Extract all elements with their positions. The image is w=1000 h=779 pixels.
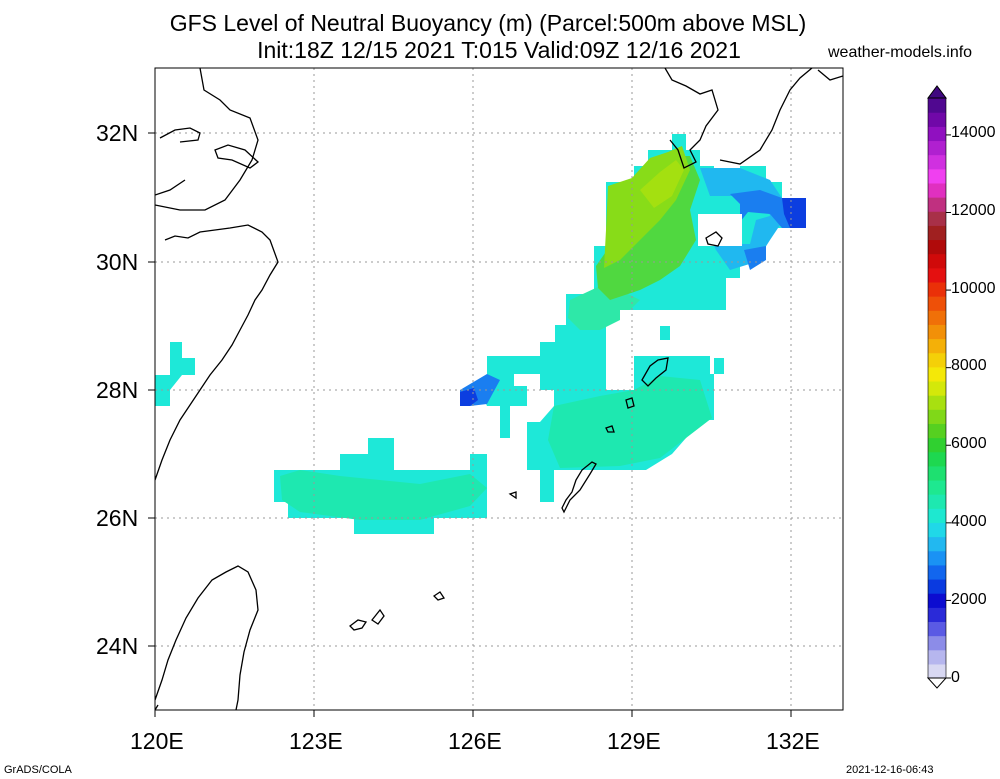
footer-credit: GrADS/COLA: [4, 764, 72, 776]
colorbar-segment: [928, 508, 946, 523]
colorbar-label-2000: 2000: [951, 591, 987, 608]
colorbar-segment: [928, 366, 946, 382]
lat-label-26n: 26N: [96, 505, 139, 531]
field-blue-patch: [744, 246, 766, 270]
colorbar-segment: [928, 154, 946, 170]
colorbar-segment: [928, 649, 946, 665]
colorbar-segment: [928, 564, 946, 580]
lon-label-120e: 120E: [130, 728, 184, 754]
buoyancy-field: [155, 134, 806, 534]
colorbar-segment: [928, 338, 946, 354]
colorbar-label-0: 0: [951, 669, 960, 686]
field-aquagreen-east: [548, 376, 712, 468]
graticule: [155, 68, 843, 710]
colorbar-label-14000: 14000: [951, 124, 996, 141]
coast-taiwan: [155, 565, 259, 710]
colorbar-segment: [928, 578, 946, 594]
colorbar-segment: [928, 324, 946, 340]
field-patch-west: [155, 342, 195, 406]
colorbar-segment: [928, 522, 946, 538]
colorbar-segment: [928, 168, 946, 184]
lat-label-32n: 32N: [96, 120, 139, 146]
lat-label-28n: 28N: [96, 377, 139, 403]
colorbar-segment: [928, 253, 946, 269]
lon-label-129e: 129E: [607, 728, 661, 754]
colorbar-segment: [928, 352, 946, 368]
colorbar-segment: [928, 267, 946, 283]
colorbar-bottom-arrow: [926, 677, 948, 689]
colorbar-segment: [928, 409, 946, 424]
colorbar: [926, 85, 951, 689]
colorbar-segment: [928, 465, 946, 481]
field-aquagreen-zone: [280, 470, 487, 520]
colorbar-segment: [928, 593, 946, 608]
colorbar-segment: [928, 296, 946, 311]
colorbar-segment: [928, 98, 946, 113]
coast-yangtze: [214, 144, 260, 169]
colorbar-segment: [928, 451, 946, 467]
colorbar-segment: [928, 239, 946, 255]
lon-label-126e: 126E: [448, 728, 502, 754]
field-lime-peak: [640, 160, 684, 208]
coast-ishigaki: [349, 608, 385, 631]
map-title-line2: Init:18Z 12/15 2021 T:015 Valid:09Z 12/1…: [257, 37, 741, 63]
colorbar-label-6000: 6000: [951, 435, 987, 452]
colorbar-label-4000: 4000: [951, 513, 987, 530]
colorbar-top-arrow: [927, 85, 947, 99]
field-hole-b: [606, 356, 634, 390]
colorbar-segment: [928, 182, 946, 198]
coast-tanegashima: [705, 231, 723, 247]
lon-label-123e: 123E: [289, 728, 343, 754]
colorbar-segment: [928, 494, 946, 509]
field-darkblue-east: [782, 198, 806, 228]
plot-frame: [154, 67, 844, 711]
site-credit: weather-models.info: [828, 44, 973, 61]
colorbar-segment: [928, 395, 946, 410]
colorbar-segment: [928, 197, 946, 212]
field-hole-d: [660, 310, 710, 326]
lon-label-132e: 132E: [766, 728, 820, 754]
colorbar-label-8000: 8000: [951, 357, 987, 374]
coast-small-isle: [508, 491, 517, 500]
lat-label-30n: 30N: [96, 249, 139, 275]
coast-okinawa: [561, 461, 597, 514]
colorbar-segment: [928, 423, 946, 439]
colorbar-segment: [928, 126, 946, 142]
footer-timestamp: 2021-12-16-06:43: [846, 764, 934, 776]
axis-ticks: [148, 132, 792, 717]
coast-kyushu: [664, 68, 843, 169]
colorbar-segment: [928, 112, 946, 127]
colorbar-segment: [928, 621, 946, 637]
coast-china: [155, 68, 279, 481]
colorbar-segment: [928, 140, 946, 156]
colorbar-segment: [928, 479, 946, 495]
coast-tokunoshima: [625, 397, 635, 409]
colorbar-label-12000: 12000: [951, 202, 996, 219]
colorbar-segment: [928, 663, 946, 679]
coastlines: [155, 68, 843, 710]
lat-label-24n: 24N: [96, 633, 139, 659]
colorbar-label-10000: 10000: [951, 280, 996, 297]
colorbar-segment: [928, 607, 946, 623]
colorbar-outline: [927, 97, 947, 679]
colorbar-segment: [928, 380, 946, 396]
colorbar-segment: [928, 211, 946, 226]
colorbar-segment: [928, 225, 946, 241]
map-title-line1: GFS Level of Neutral Buoyancy (m) (Parce…: [169, 10, 807, 36]
field-aquagreen-north: [568, 286, 640, 330]
coast-okinoerabu: [605, 425, 615, 433]
coast-miyako: [432, 591, 446, 601]
colorbar-segment: [928, 550, 946, 566]
coast-amami: [641, 357, 669, 387]
colorbar-segment: [928, 310, 946, 325]
colorbar-segment: [928, 437, 946, 453]
colorbar-segment: [928, 635, 946, 651]
colorbar-segment: [928, 281, 946, 297]
colorbar-segment: [928, 536, 946, 552]
field-hole-a: [620, 310, 660, 340]
